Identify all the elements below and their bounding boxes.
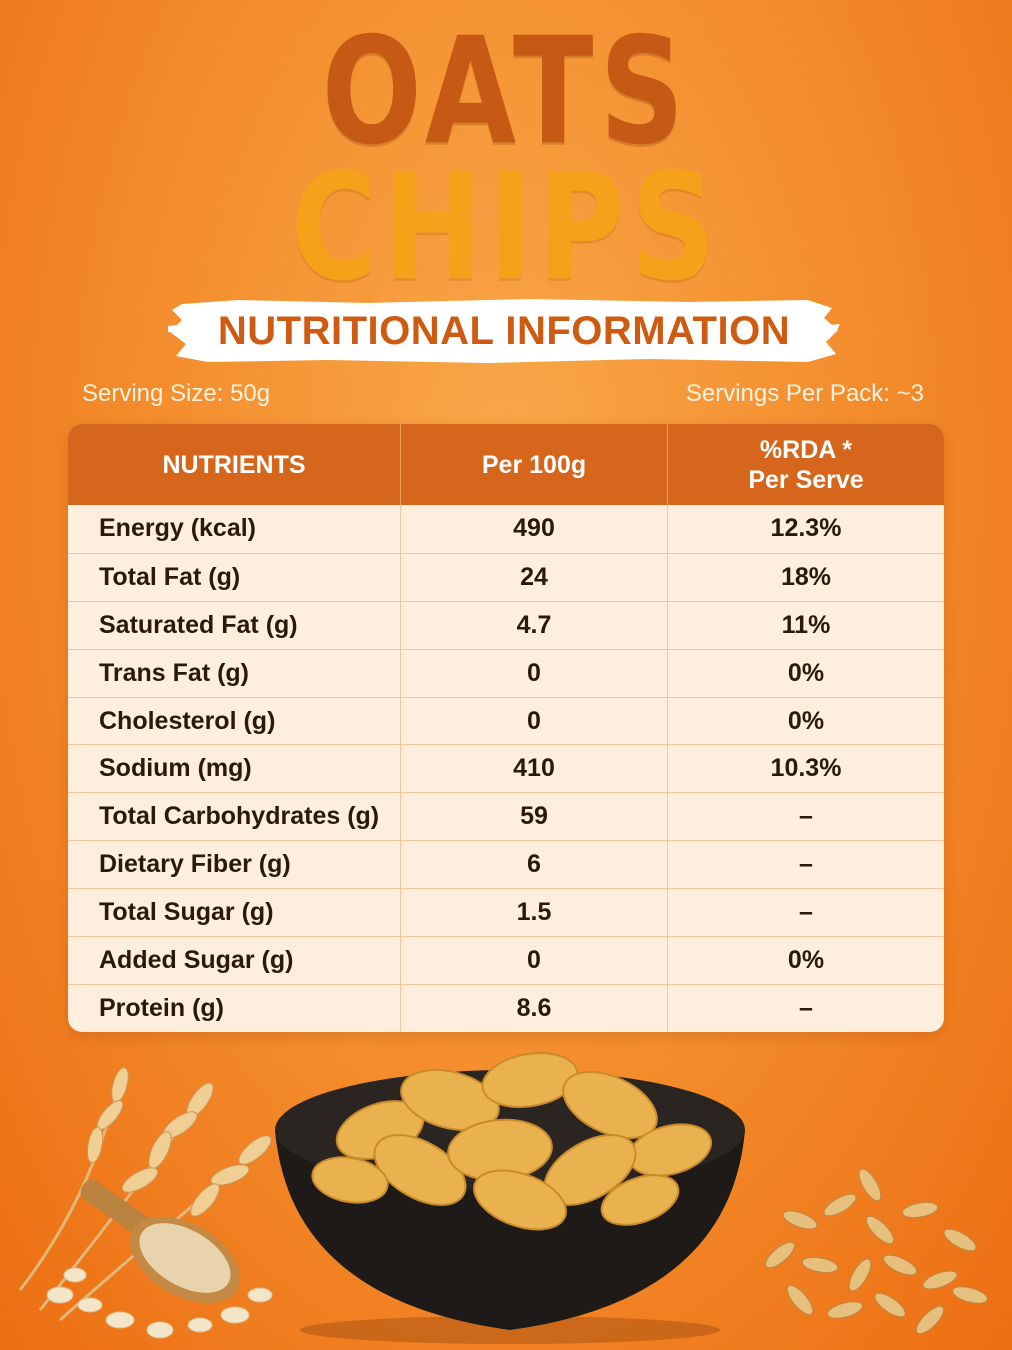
table-row: Trans Fat (g) 0 0% <box>68 648 944 697</box>
nutrient-name: Trans Fat (g) <box>68 649 401 697</box>
nutrient-per-100g: 6 <box>401 841 668 889</box>
nutrient-rda: – <box>799 850 813 879</box>
table-row: Added Sugar (g) 0 0% <box>68 936 944 984</box>
chips-bowl-icon <box>275 1052 745 1344</box>
nutrient-name: Total Carbohydrates (g) <box>68 793 401 841</box>
header-rda-line2: Per Serve <box>748 465 864 494</box>
nutrient-per-100g: 8.6 <box>401 984 668 1032</box>
banner-title: NUTRITIONAL INFORMATION <box>217 309 791 353</box>
nutrient-rda: 0% <box>787 658 825 687</box>
nutrient-per-100g: 4.7 <box>401 601 668 649</box>
table-row: Energy (kcal) 490 12.3% <box>68 505 944 553</box>
brush-stroke-icon <box>168 299 840 363</box>
title-chips: CHIPS <box>290 140 722 314</box>
header-nutrients: NUTRIENTS <box>68 424 401 505</box>
nutrition-banner: NUTRITIONAL INFORMATION <box>168 296 840 366</box>
oat-grains-icon <box>764 1168 988 1335</box>
product-illustration <box>18 1052 988 1344</box>
nutrient-name: Cholesterol (g) <box>68 697 401 745</box>
table-row: Protein (g) 8.6 – <box>68 983 944 1032</box>
serving-size: Serving Size: 50g <box>82 380 271 407</box>
nutrient-name: Energy (kcal) <box>68 505 401 553</box>
nutrient-name: Added Sugar (g) <box>68 937 401 984</box>
table-row: Sodium (mg) 410 10.3% <box>68 744 944 793</box>
nutrient-rda: 11% <box>781 610 831 639</box>
nutrient-per-100g: 410 <box>401 745 668 793</box>
servings-per-pack: Servings Per Pack: ~3 <box>685 380 924 407</box>
nutrient-name: Protein (g) <box>68 984 401 1032</box>
nutrient-name: Dietary Fiber (g) <box>68 841 401 889</box>
nutrient-per-100g: 0 <box>401 697 668 745</box>
table-header: NUTRIENTS Per 100g %RDA * Per Serve <box>68 424 944 505</box>
table-row: Total Sugar (g) 1.5 – <box>68 888 944 937</box>
nutrient-rda: – <box>799 898 813 927</box>
nutrient-rda: 0% <box>787 945 825 974</box>
table-row: Total Carbohydrates (g) 59 – <box>68 792 944 841</box>
nutrient-name: Total Fat (g) <box>68 553 401 601</box>
nutrient-per-100g: 0 <box>401 649 668 697</box>
nutrient-per-100g: 1.5 <box>401 889 668 937</box>
table-body: Energy (kcal) 490 12.3% Total Fat (g) 24 18%… <box>68 505 944 1032</box>
nutrient-rda: – <box>799 802 813 831</box>
nutrient-rda: 12.3% <box>770 514 842 543</box>
table-row: Dietary Fiber (g) 6 – <box>68 840 944 889</box>
nutrient-rda: 18% <box>780 562 832 591</box>
nutrient-name: Sodium (mg) <box>68 745 401 793</box>
oat-flakes-scoop-icon <box>46 1180 273 1339</box>
nutrient-rda: 0% <box>787 706 825 735</box>
header-rda: %RDA * Per Serve <box>668 424 944 505</box>
nutrient-rda: – <box>799 993 813 1022</box>
table-row: Total Fat (g) 24 18% <box>68 552 944 601</box>
nutrient-per-100g: 0 <box>401 937 668 984</box>
table-row: Saturated Fat (g) 4.7 11% <box>68 600 944 649</box>
table-row: Cholesterol (g) 0 0% <box>68 696 944 745</box>
nutrient-name: Saturated Fat (g) <box>68 601 401 649</box>
nutrient-rda: 10.3% <box>770 754 842 783</box>
nutrient-per-100g: 24 <box>401 553 668 601</box>
title-oats: OATS <box>321 4 691 178</box>
nutrient-per-100g: 59 <box>401 793 668 841</box>
nutrition-table: NUTRIENTS Per 100g %RDA * Per Serve Ener… <box>68 424 944 1032</box>
nutrient-name: Total Sugar (g) <box>68 889 401 937</box>
header-rda-line1: %RDA * <box>759 435 853 464</box>
header-per-100g: Per 100g <box>401 424 668 505</box>
nutrient-per-100g: 490 <box>401 505 668 553</box>
